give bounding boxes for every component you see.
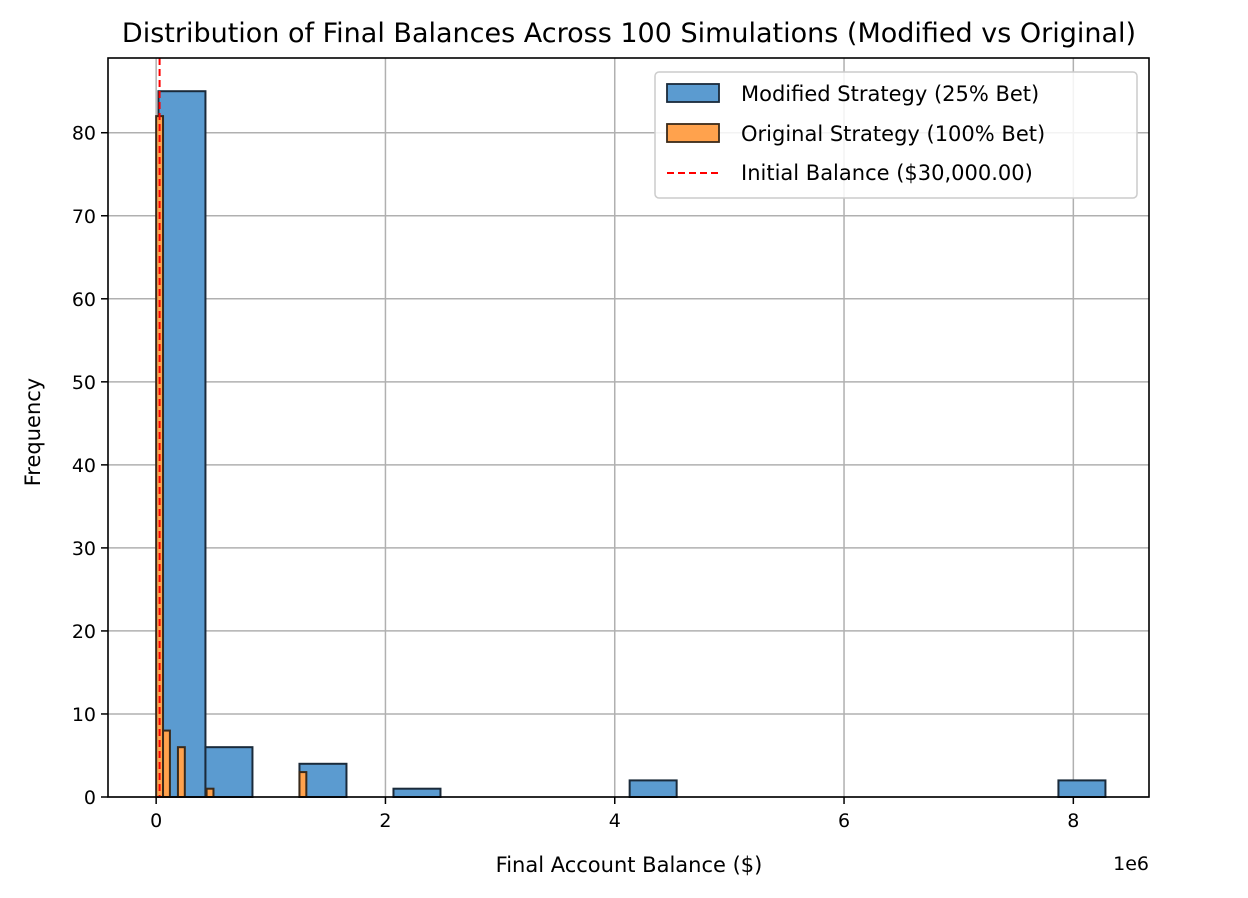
y-tick-label: 10 — [72, 704, 96, 726]
bar-modified — [157, 90, 207, 798]
x-tick-label: 6 — [838, 810, 850, 832]
bar-modified — [392, 787, 442, 799]
y-tick-label: 60 — [72, 289, 96, 311]
y-tick-label: 50 — [72, 372, 96, 394]
x-tick-label: 2 — [379, 810, 391, 832]
legend-swatch-modified — [666, 83, 720, 103]
bar-original — [298, 771, 308, 799]
y-tick-label: 80 — [72, 123, 96, 145]
x-tick-label: 8 — [1067, 810, 1079, 832]
bar-original — [205, 787, 215, 799]
legend-swatch-original — [666, 123, 720, 143]
y-tick-label: 30 — [72, 538, 96, 560]
y-axis-ticks: 0 10 20 30 40 50 60 70 80 — [72, 123, 108, 809]
bar-modified — [628, 779, 678, 798]
chart-title: Distribution of Final Balances Across 10… — [122, 18, 1136, 49]
bar-original — [176, 746, 186, 798]
x-axis-ticks: 0 2 4 6 8 — [150, 797, 1079, 832]
legend: Modified Strategy (25% Bet) Original Str… — [654, 71, 1138, 199]
y-axis-label: Frequency — [21, 378, 45, 487]
bar-modified — [204, 746, 254, 798]
x-axis-label: Final Account Balance ($) — [496, 853, 763, 877]
legend-box — [654, 71, 1138, 199]
y-tick-label: 40 — [72, 455, 96, 477]
x-offset-label: 1e6 — [1113, 853, 1149, 875]
legend-label-initial: Initial Balance ($30,000.00) — [741, 161, 1033, 185]
bar-modified — [1057, 779, 1107, 798]
legend-label-modified: Modified Strategy (25% Bet) — [741, 82, 1039, 106]
series-modified-bars — [157, 90, 1107, 799]
plot-frame — [107, 57, 1150, 798]
y-tick-label: 0 — [84, 787, 96, 809]
y-tick-label: 20 — [72, 621, 96, 643]
x-tick-label: 0 — [150, 810, 162, 832]
legend-label-original: Original Strategy (100% Bet) — [741, 122, 1045, 146]
y-tick-label: 70 — [72, 206, 96, 228]
bar-original — [162, 729, 171, 799]
x-tick-label: 4 — [609, 810, 621, 832]
